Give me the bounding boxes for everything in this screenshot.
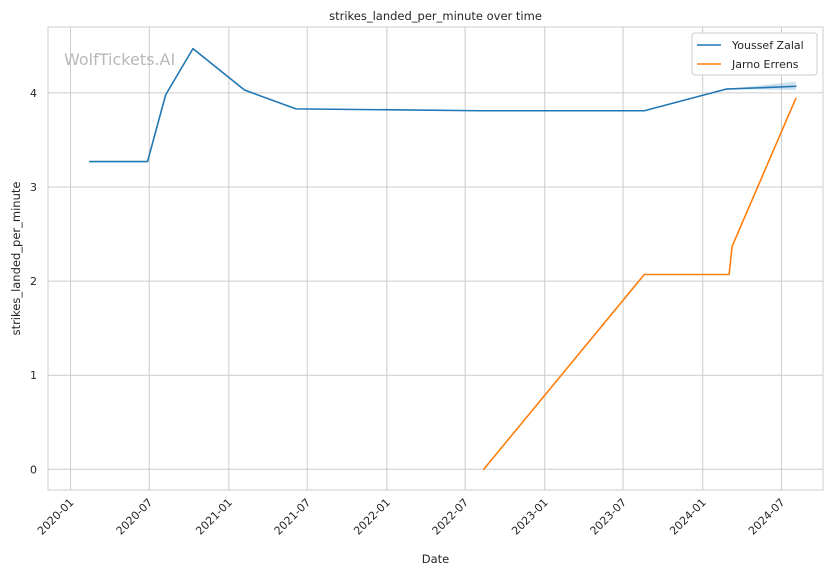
x-tick-label-2021-01: 2021-01: [193, 496, 235, 538]
legend-box: [691, 32, 818, 76]
grid-lines: [48, 27, 823, 490]
y-axis-label: strikes_landed_per_minute: [9, 182, 23, 336]
x-tick-label-2023-01: 2023-01: [509, 496, 551, 538]
y-tick-label-2: 2: [30, 275, 37, 288]
watermark-text: WolfTickets.AI: [64, 50, 175, 69]
x-tick-label-2022-01: 2022-01: [351, 496, 393, 538]
y-tick-label-1: 1: [30, 369, 37, 382]
series-line-jarno-errens: [482, 97, 797, 471]
x-tick-label-2024-07: 2024-07: [746, 496, 788, 538]
legend-label-youssef-zalal: Youssef Zalal: [731, 39, 804, 52]
y-tick-label-3: 3: [30, 181, 37, 194]
x-tick-label-2024-01: 2024-01: [667, 496, 709, 538]
y-tick-label-4: 4: [30, 87, 37, 100]
y-tick-label-0: 0: [30, 463, 37, 476]
plot-area: [47, 26, 824, 491]
y-axis-ticks: 0 1 2 3 4: [30, 87, 37, 476]
x-tick-label-2023-07: 2023-07: [588, 496, 630, 538]
chart-title: strikes_landed_per_minute over time: [329, 9, 542, 23]
x-tick-label-2020-01: 2020-01: [35, 496, 77, 538]
x-axis-label: Date: [422, 552, 450, 566]
legend-label-jarno-errens: Jarno Errens: [731, 58, 799, 71]
legend: Youssef Zalal Jarno Errens: [691, 32, 818, 76]
series-line-youssef-zalal: [89, 47, 797, 163]
series-lines: [89, 47, 797, 471]
x-tick-label-2020-07: 2020-07: [114, 496, 156, 538]
x-tick-label-2021-07: 2021-07: [272, 496, 314, 538]
x-axis-ticks: 2020-01 2020-07 2021-01 2021-07 2022-01 2022-…: [35, 496, 788, 538]
x-tick-label-2022-07: 2022-07: [430, 496, 472, 538]
